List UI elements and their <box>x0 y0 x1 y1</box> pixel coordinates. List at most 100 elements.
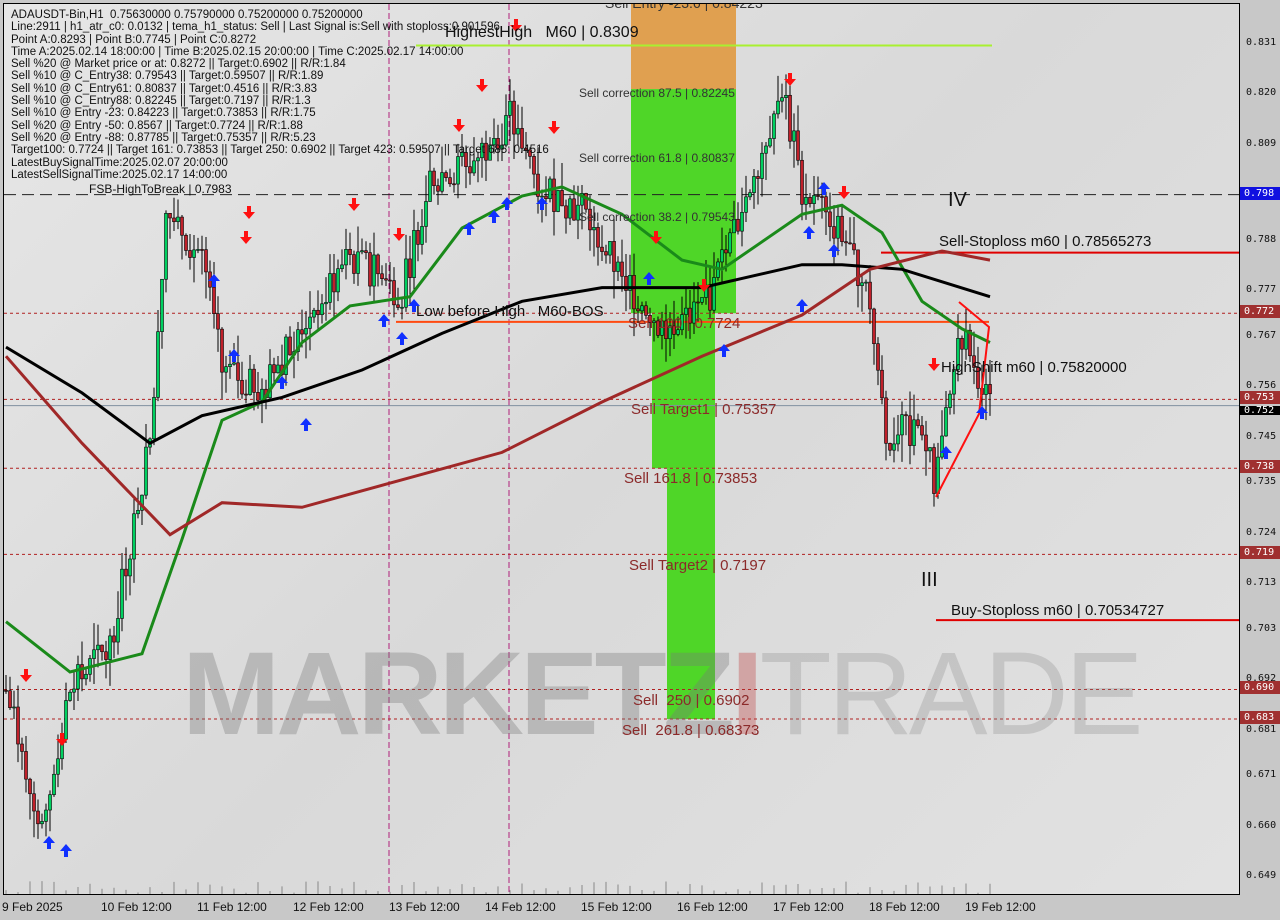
candle-up <box>12 706 16 709</box>
candle-down <box>788 94 792 142</box>
x-tick-label: 15 Feb 12:00 <box>581 900 652 914</box>
watermark: MARKETZITRADE <box>182 626 1144 762</box>
y-tick-label: 0.703 <box>1246 622 1277 634</box>
candle-down <box>448 177 452 185</box>
candle-up <box>480 142 484 159</box>
candle-down <box>380 273 384 280</box>
candle-down <box>112 635 116 643</box>
candle-up <box>668 325 672 340</box>
sell-arrow-icon <box>548 121 560 134</box>
sell-target1-zone <box>652 313 715 469</box>
candle-down <box>636 308 640 312</box>
candle-down <box>396 304 400 308</box>
candle-up <box>372 254 376 287</box>
candle-down <box>544 195 548 199</box>
info-line: LatestBuySignalTime:2025.02.07 20:00:00 <box>11 156 228 169</box>
buy-arrow-icon <box>300 418 312 431</box>
candle-down <box>528 149 532 157</box>
candle-up <box>760 152 764 179</box>
candle-down <box>560 190 564 207</box>
candle-up <box>336 268 340 293</box>
candle-down <box>180 216 184 236</box>
fsb-high-label: FSB-HighToBreak | 0.7983 <box>89 182 232 196</box>
candle-up <box>864 281 868 284</box>
candle-up <box>248 368 252 395</box>
candle-up <box>64 700 68 740</box>
wave-iii-label: III <box>921 569 938 591</box>
candle-up <box>120 568 124 619</box>
candle-down <box>376 254 380 275</box>
info-line: Sell %10 @ C_Entry61: 0.80837 || Target:… <box>11 82 317 95</box>
sell-target2-label: Sell Target2 | 0.7197 <box>629 557 767 574</box>
candle-down <box>80 664 84 680</box>
candle-up <box>984 384 988 395</box>
candle-up <box>912 419 916 446</box>
buy-arrow-icon <box>276 376 288 389</box>
candle-up <box>476 157 480 162</box>
candle-down <box>904 414 908 417</box>
candle-up <box>940 435 944 458</box>
candle-up <box>744 196 748 213</box>
candle-up <box>492 138 496 146</box>
watermark-part-2: I <box>730 628 764 760</box>
candle-down <box>300 329 304 335</box>
sell-100-label: Sell 100 | 0.7724 <box>628 315 741 332</box>
candle-up <box>896 434 900 445</box>
candle-down <box>624 275 628 291</box>
candle-up <box>224 366 228 373</box>
price-chart-plot[interactable]: MARKETZITRADE ADAUSDT-Bin,H1 0.75630000 … <box>3 3 1240 895</box>
info-line: Sell %10 @ C_Entry38: 0.79543 || Target:… <box>11 70 324 83</box>
sell-target2-zone <box>667 468 715 720</box>
x-tick-label: 17 Feb 12:00 <box>773 900 844 914</box>
sell-correction-875-label: Sell correction 87.5 | 0.82245 <box>579 86 735 100</box>
candle-down <box>796 130 800 161</box>
y-tick-label: 0.756 <box>1246 380 1277 392</box>
wave-iv-label: IV <box>948 189 967 211</box>
sell-arrow-icon <box>698 279 710 292</box>
buy-arrow-icon <box>976 406 988 419</box>
highest-high-label: HighestHigh M60 | 0.8309 <box>445 24 639 41</box>
candle-up <box>936 456 940 494</box>
candle-down <box>932 447 936 494</box>
candle-up <box>340 264 344 270</box>
candle-up <box>660 320 664 336</box>
candle-up <box>608 241 612 256</box>
sell-arrow-icon <box>650 231 662 244</box>
candle-up <box>764 145 768 154</box>
candle-up <box>128 558 132 577</box>
candle-down <box>988 384 992 395</box>
candle-up <box>592 227 596 231</box>
candle-up <box>192 249 196 258</box>
candle-up <box>72 688 76 693</box>
candle-down <box>200 249 204 251</box>
candle-down <box>664 320 668 340</box>
info-line: LatestSellSignalTime:2025.02.17 14:00:00 <box>11 168 228 181</box>
candle-down <box>408 258 412 278</box>
candle-down <box>8 690 12 708</box>
x-tick-label: 9 Feb 2025 <box>2 900 63 914</box>
candle-down <box>604 251 608 256</box>
price-level-tag: 0.753 <box>1240 391 1280 405</box>
sell-entry-label: Sell Entry -23.6 | 0.84223 <box>605 3 763 11</box>
price-level-tag: 0.683 <box>1240 711 1280 725</box>
candle-down <box>392 280 396 306</box>
candle-down <box>724 249 728 254</box>
candle-up <box>360 250 364 253</box>
candle-up <box>312 309 316 318</box>
candle-up <box>400 306 404 309</box>
candle-down <box>872 308 876 345</box>
candle-down <box>4 690 8 692</box>
candle-up <box>44 809 48 822</box>
candle-down <box>960 338 964 350</box>
y-tick-label: 0.692 <box>1246 673 1277 685</box>
candle-up <box>952 369 956 395</box>
candle-up <box>176 216 180 223</box>
candle-up <box>328 273 332 303</box>
candle-down <box>368 252 372 287</box>
time-axis[interactable]: 9 Feb 2025 10 Feb 12:00 11 Feb 12:00 12 Feb… <box>0 895 1240 920</box>
price-axis[interactable]: 0.831 0.820 0.809 0.798 0.788 0.777 0.767 0.756… <box>1240 0 1280 895</box>
info-line: Sell %20 @ Market price or at: 0.8272 ||… <box>11 58 346 71</box>
candle-down <box>184 234 188 251</box>
candle-up <box>76 664 80 690</box>
candle-up <box>68 691 72 701</box>
